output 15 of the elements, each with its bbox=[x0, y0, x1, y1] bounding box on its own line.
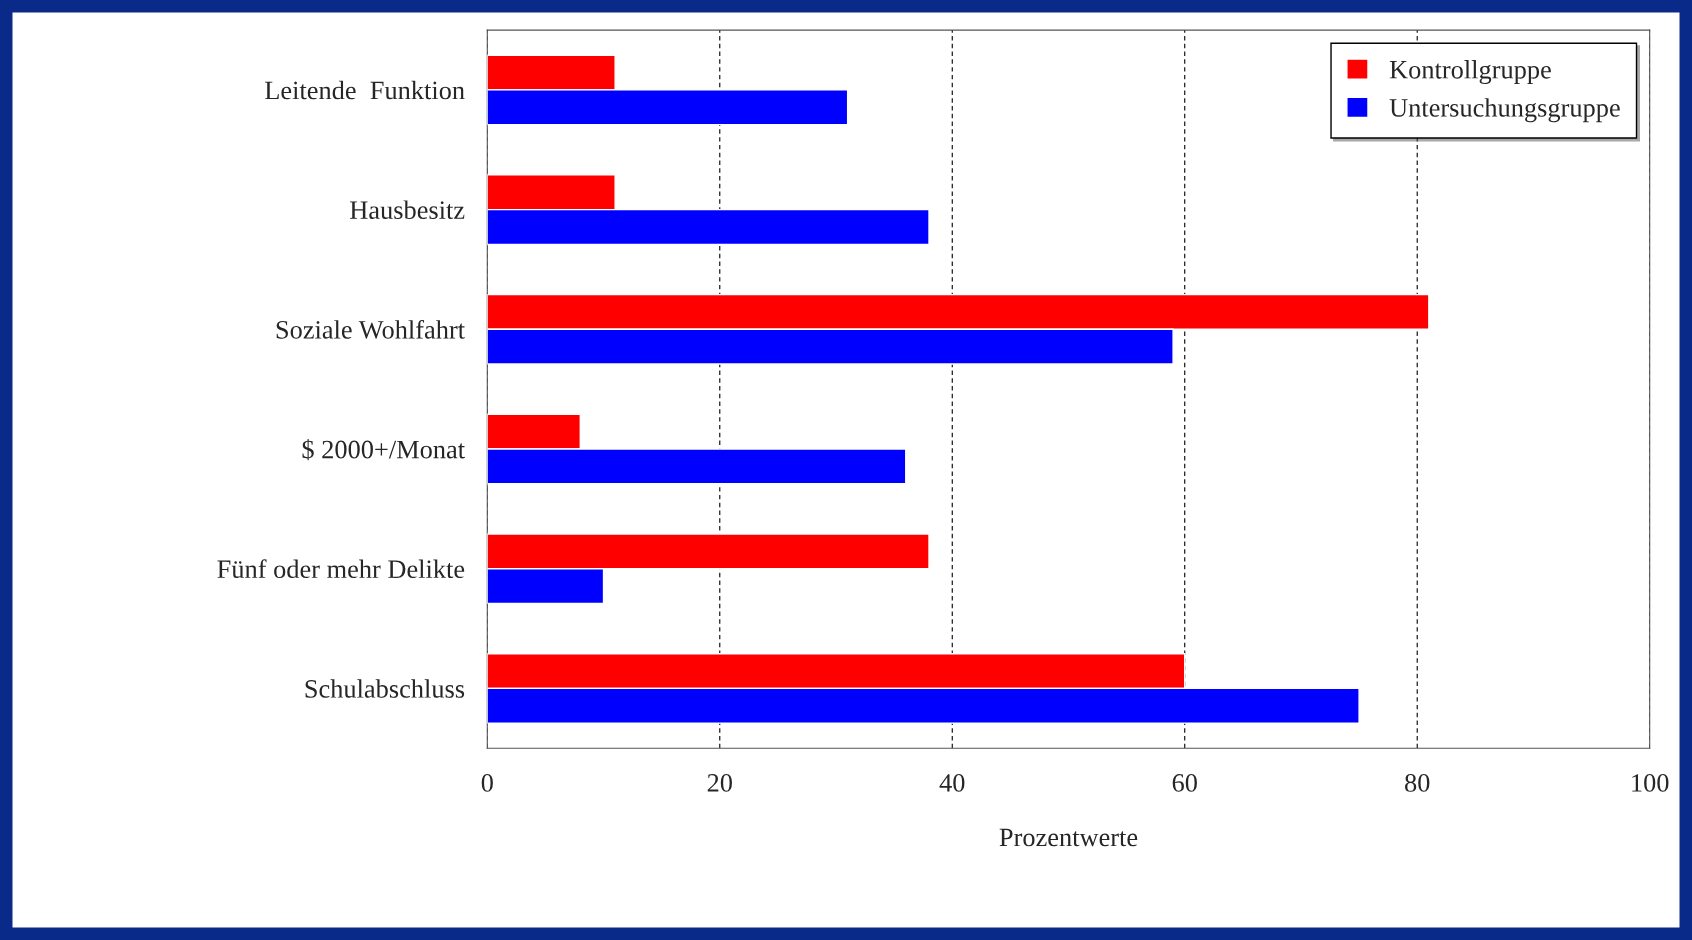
x-tick-label: 20 bbox=[707, 774, 732, 792]
legend-label: Kontrollgruppe bbox=[1389, 60, 1551, 85]
y-tick-label: Schulabschluss bbox=[305, 679, 465, 698]
x-tick-label: 0 bbox=[481, 774, 493, 792]
y-tick-label: Soziale Wohlfahrt bbox=[276, 319, 465, 339]
y-tick-label: Hausbesitz bbox=[350, 200, 465, 220]
y-tick-label: $ 2000+/Monat bbox=[302, 439, 465, 461]
x-axis-title: Prozentwerte bbox=[999, 828, 1138, 847]
x-tick-label: 80 bbox=[1405, 774, 1430, 792]
x-tick-label: 100 bbox=[1632, 774, 1669, 792]
x-tick-label: 60 bbox=[1172, 774, 1197, 792]
y-tick-label: Fünf oder mehr Delikte bbox=[217, 559, 465, 579]
x-tick-label: 40 bbox=[939, 774, 965, 792]
y-tick-label: Leitende Funktion bbox=[265, 80, 465, 100]
legend-label: Untersuchungsgruppe bbox=[1389, 98, 1620, 123]
